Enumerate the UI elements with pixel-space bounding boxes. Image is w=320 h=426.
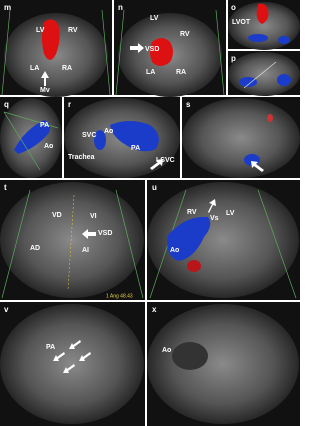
panel-label: q	[4, 100, 9, 109]
panel-label: o	[231, 3, 236, 12]
color-flow	[248, 34, 268, 42]
panel-p: p	[228, 51, 300, 96]
panel-label: s	[186, 100, 191, 109]
arrow	[150, 159, 163, 170]
annotation: PA	[46, 344, 55, 351]
annotation: RA	[62, 65, 72, 72]
arrow	[79, 352, 91, 361]
arrow	[130, 43, 144, 53]
annotation: LVOT	[232, 19, 251, 26]
annotation: LA	[146, 69, 155, 76]
color-flow	[110, 121, 159, 152]
annotation: LV	[36, 27, 45, 34]
color-flow	[187, 260, 201, 272]
arrow	[41, 71, 49, 86]
panel-t: t VD VI VSD AD AI 1 Ang 48.43	[0, 180, 145, 300]
arrow	[53, 352, 65, 361]
figure: m LV RV LA RA Mv n LV RV VSD LA RA o LVO…	[0, 0, 300, 426]
panel-label: u	[152, 183, 157, 192]
annotation: AD	[30, 245, 40, 252]
arrow	[208, 199, 216, 213]
annotation: PA	[40, 122, 49, 129]
color-flow	[14, 120, 51, 154]
annotation: LV	[226, 210, 235, 217]
panel-v: v PA	[0, 302, 145, 426]
color-flow	[150, 38, 173, 66]
panel-label: r	[68, 100, 71, 109]
panel-s: s	[182, 97, 300, 178]
arrow	[251, 161, 264, 172]
annotation: LSVC	[156, 157, 175, 164]
annotation: VSD	[145, 46, 159, 53]
panel-o: o LVOT	[228, 0, 300, 50]
panel-n: n LV RV VSD LA RA	[114, 0, 226, 97]
annotation: VI	[90, 213, 97, 220]
arrow	[82, 229, 96, 239]
panel-label: p	[231, 54, 236, 63]
sector-line	[3, 111, 59, 171]
color-flow	[277, 74, 291, 86]
annotation: Mv	[40, 87, 50, 94]
color-flow	[278, 36, 290, 44]
measurement: 1 Ang 48.43	[106, 293, 133, 299]
panel-label: v	[4, 305, 9, 314]
annotation: Ao	[162, 347, 171, 354]
annotation: Ao	[104, 128, 113, 135]
annotation: Vs	[210, 215, 219, 222]
panel-r: r SVC Ao PA Trachea LSVC	[64, 97, 180, 178]
annotation: RV	[187, 209, 197, 216]
panel-label: n	[118, 3, 123, 12]
sector-line	[115, 9, 225, 96]
arrow	[69, 340, 81, 349]
vessel	[172, 342, 208, 370]
ultrasound	[228, 52, 300, 96]
color-flow	[167, 216, 211, 261]
annotation: Trachea	[68, 154, 95, 161]
annotation: RA	[176, 69, 186, 76]
annotation: VSD	[98, 230, 112, 237]
color-flow	[42, 19, 60, 60]
panel-label: m	[4, 3, 11, 12]
ultrasound	[147, 182, 299, 298]
annotation: SVC	[82, 132, 96, 139]
annotation: AI	[82, 247, 89, 254]
ultrasound	[0, 182, 144, 298]
color-flow	[256, 3, 269, 24]
ultrasound	[0, 304, 144, 424]
annotation: VD	[52, 212, 62, 219]
annotation: LV	[150, 15, 159, 22]
sector-line	[1, 189, 144, 299]
panel-label: x	[152, 305, 157, 314]
color-flow	[94, 130, 106, 150]
measure-line	[243, 61, 277, 89]
panel-m: m LV RV LA RA Mv	[0, 0, 112, 97]
panel-x: x Ao	[147, 302, 300, 426]
sector-line	[1, 9, 111, 96]
ultrasound	[4, 13, 108, 97]
color-flow	[239, 77, 257, 87]
annotation: Ao	[170, 247, 179, 254]
ultrasound	[182, 98, 300, 178]
color-flow	[267, 114, 273, 122]
annotation: LA	[30, 65, 39, 72]
annotation: PA	[131, 145, 140, 152]
panel-label: t	[4, 183, 7, 192]
ultrasound	[147, 304, 299, 424]
annotation: RV	[180, 31, 190, 38]
panel-q: q PA Ao	[0, 97, 62, 178]
annotation: RV	[68, 27, 78, 34]
panel-u: u RV Vs LV Ao	[147, 180, 300, 300]
arrow	[63, 364, 75, 373]
annotation: Ao	[44, 143, 53, 150]
